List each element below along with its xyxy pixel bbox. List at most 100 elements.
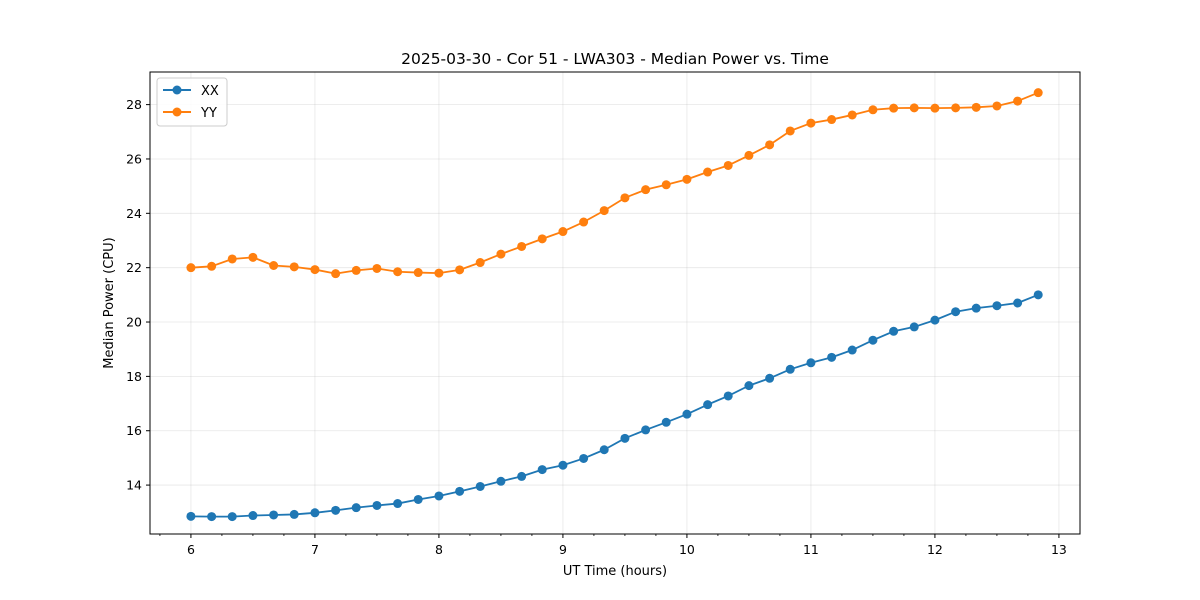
data-point-yy bbox=[496, 249, 506, 259]
data-point-yy bbox=[186, 263, 196, 273]
data-point-yy bbox=[413, 268, 423, 278]
data-point-yy bbox=[661, 180, 671, 190]
data-point-xx bbox=[351, 503, 361, 513]
data-point-xx bbox=[661, 417, 671, 427]
data-point-xx bbox=[868, 335, 878, 345]
data-point-yy bbox=[703, 167, 713, 177]
legend-label-xx: XX bbox=[201, 84, 219, 99]
y-tick-label: 22 bbox=[126, 260, 142, 275]
data-point-yy bbox=[744, 150, 754, 160]
data-point-xx bbox=[641, 425, 651, 435]
data-point-xx bbox=[930, 315, 940, 325]
y-tick-label: 18 bbox=[126, 369, 142, 384]
data-point-xx bbox=[475, 481, 485, 491]
data-point-xx bbox=[517, 471, 527, 481]
data-point-xx bbox=[558, 460, 568, 470]
data-point-yy bbox=[868, 105, 878, 115]
legend-marker-yy bbox=[172, 107, 182, 117]
data-point-xx bbox=[227, 512, 237, 522]
data-point-xx bbox=[289, 509, 299, 519]
y-tick-label: 16 bbox=[126, 423, 142, 438]
data-point-yy bbox=[971, 102, 981, 112]
data-point-yy bbox=[1033, 88, 1043, 98]
data-point-yy bbox=[847, 110, 857, 120]
data-point-xx bbox=[434, 491, 444, 501]
data-point-yy bbox=[992, 101, 1002, 111]
data-point-yy bbox=[641, 185, 651, 195]
data-point-xx bbox=[1033, 290, 1043, 300]
x-tick-label: 8 bbox=[435, 542, 443, 557]
data-point-yy bbox=[620, 193, 630, 203]
data-point-xx bbox=[186, 511, 196, 521]
data-point-xx bbox=[599, 445, 609, 455]
data-point-yy bbox=[599, 206, 609, 216]
axes: 6 7 8 9 10 11 12 13 14 16 18 20 22 24 26 28 bbox=[126, 97, 1067, 557]
legend-label-yy: YY bbox=[200, 106, 217, 121]
data-point-yy bbox=[723, 160, 733, 170]
y-tick-label: 24 bbox=[126, 206, 142, 221]
y-axis-title: Median Power (CPU) bbox=[102, 237, 117, 368]
y-tick-label: 28 bbox=[126, 97, 142, 112]
x-tick-label: 7 bbox=[311, 542, 319, 557]
data-point-xx bbox=[269, 510, 279, 520]
data-point-yy bbox=[227, 254, 237, 264]
data-point-yy bbox=[889, 103, 899, 113]
data-point-xx bbox=[620, 433, 630, 443]
data-point-xx bbox=[537, 465, 547, 475]
data-point-xx bbox=[889, 326, 899, 336]
data-point-yy bbox=[558, 227, 568, 237]
data-point-yy bbox=[537, 234, 547, 244]
data-point-xx bbox=[310, 508, 320, 518]
data-point-xx bbox=[248, 511, 258, 521]
data-point-yy bbox=[372, 263, 382, 273]
x-tick-label: 10 bbox=[679, 542, 695, 557]
data-point-xx bbox=[703, 400, 713, 410]
y-tick-label: 20 bbox=[126, 315, 142, 330]
data-point-xx bbox=[1013, 298, 1023, 308]
data-point-xx bbox=[785, 364, 795, 374]
data-point-yy bbox=[331, 269, 341, 279]
y-tick-label: 26 bbox=[126, 151, 142, 166]
data-point-xx bbox=[413, 494, 423, 504]
data-point-yy bbox=[455, 265, 465, 275]
data-point-xx bbox=[682, 409, 692, 419]
data-point-yy bbox=[351, 265, 361, 275]
data-point-xx bbox=[496, 476, 506, 486]
data-point-xx bbox=[909, 322, 919, 332]
data-point-yy bbox=[1013, 96, 1023, 106]
data-point-xx bbox=[765, 373, 775, 383]
data-point-yy bbox=[269, 261, 279, 270]
x-axis-title: UT Time (hours) bbox=[563, 564, 667, 579]
data-point-yy bbox=[682, 174, 692, 184]
data-point-yy bbox=[475, 258, 485, 268]
series-layer bbox=[186, 88, 1043, 522]
x-tick-label: 11 bbox=[803, 542, 819, 557]
data-point-yy bbox=[207, 261, 217, 271]
grid bbox=[150, 72, 1080, 534]
data-point-xx bbox=[992, 301, 1002, 311]
data-point-yy bbox=[289, 262, 299, 272]
data-point-yy bbox=[806, 118, 816, 128]
data-point-yy bbox=[765, 140, 775, 150]
chart-title: 2025-03-30 - Cor 51 - LWA303 - Median Po… bbox=[401, 50, 829, 68]
data-point-xx bbox=[827, 352, 837, 362]
x-tick-label: 12 bbox=[927, 542, 943, 557]
legend-marker-xx bbox=[172, 85, 182, 95]
data-point-xx bbox=[723, 391, 733, 401]
x-tick-label: 6 bbox=[187, 542, 195, 557]
data-point-yy bbox=[827, 115, 837, 125]
data-point-yy bbox=[393, 267, 403, 277]
data-point-xx bbox=[372, 500, 382, 510]
data-point-xx bbox=[744, 381, 754, 391]
x-tick-label: 13 bbox=[1051, 542, 1067, 557]
x-tick-label: 9 bbox=[559, 542, 567, 557]
data-point-yy bbox=[785, 126, 795, 136]
data-point-xx bbox=[393, 499, 403, 509]
data-point-yy bbox=[930, 103, 940, 113]
data-point-yy bbox=[909, 103, 919, 113]
data-point-xx bbox=[806, 358, 816, 368]
data-point-yy bbox=[434, 268, 444, 278]
data-point-yy bbox=[248, 252, 258, 262]
data-point-xx bbox=[847, 345, 857, 355]
